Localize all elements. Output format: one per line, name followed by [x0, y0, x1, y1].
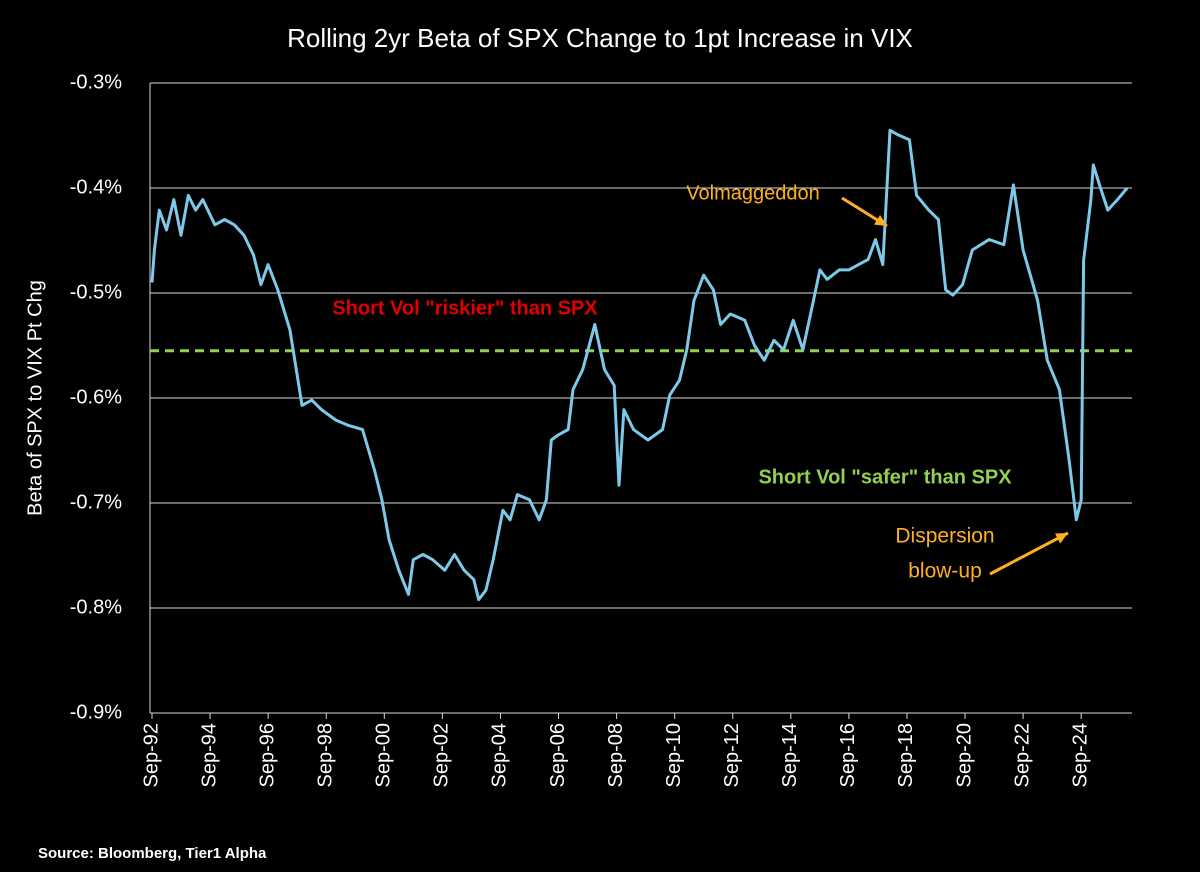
y-tick-label: -0.6%	[70, 386, 122, 408]
x-tick-label: Sep-16	[837, 723, 859, 788]
y-axis-label: Beta of SPX to VIX Pt Chg	[24, 280, 46, 516]
annotation: blow-up	[908, 560, 982, 583]
y-tick-label: -0.4%	[70, 176, 122, 198]
x-tick-label: Sep-10	[663, 723, 685, 788]
x-tick-label: Sep-14	[779, 723, 801, 788]
x-tick-label: Sep-22	[1011, 723, 1033, 788]
y-tick-label: -0.5%	[70, 281, 122, 303]
x-tick-label: Sep-04	[489, 723, 511, 788]
y-tick-label: -0.9%	[70, 701, 122, 723]
annotation: Dispersion	[895, 525, 994, 548]
annotation: Volmaggeddon	[686, 182, 819, 204]
y-tick-label: -0.8%	[70, 596, 122, 618]
x-tick-label: Sep-06	[547, 723, 569, 788]
x-tick-label: Sep-96	[256, 723, 278, 788]
arrow-head	[1055, 533, 1068, 544]
x-tick-label: Sep-98	[315, 723, 337, 788]
x-tick-label: Sep-20	[953, 723, 975, 788]
x-tick-label: Sep-08	[605, 723, 627, 788]
y-tick-label: -0.3%	[70, 71, 122, 93]
arrow-head	[874, 215, 887, 226]
x-tick-label: Sep-02	[431, 723, 453, 788]
y-tick-label: -0.7%	[70, 491, 122, 513]
annotation: Short Vol "riskier" than SPX	[332, 297, 598, 319]
x-tick-label: Sep-00	[373, 723, 395, 788]
data-line	[150, 128, 1129, 602]
x-tick-label: Sep-18	[895, 723, 917, 788]
arrow-shaft	[989, 531, 1069, 576]
chart-title: Rolling 2yr Beta of SPX Change to 1pt In…	[287, 23, 913, 53]
x-tick-label: Sep-92	[140, 723, 162, 788]
x-tick-label: Sep-94	[198, 723, 220, 788]
source-note: Source: Bloomberg, Tier1 Alpha	[38, 845, 267, 862]
x-tick-label: Sep-12	[721, 723, 743, 788]
x-tick-label: Sep-24	[1069, 723, 1091, 788]
annotation: Short Vol "safer" than SPX	[758, 466, 1012, 488]
